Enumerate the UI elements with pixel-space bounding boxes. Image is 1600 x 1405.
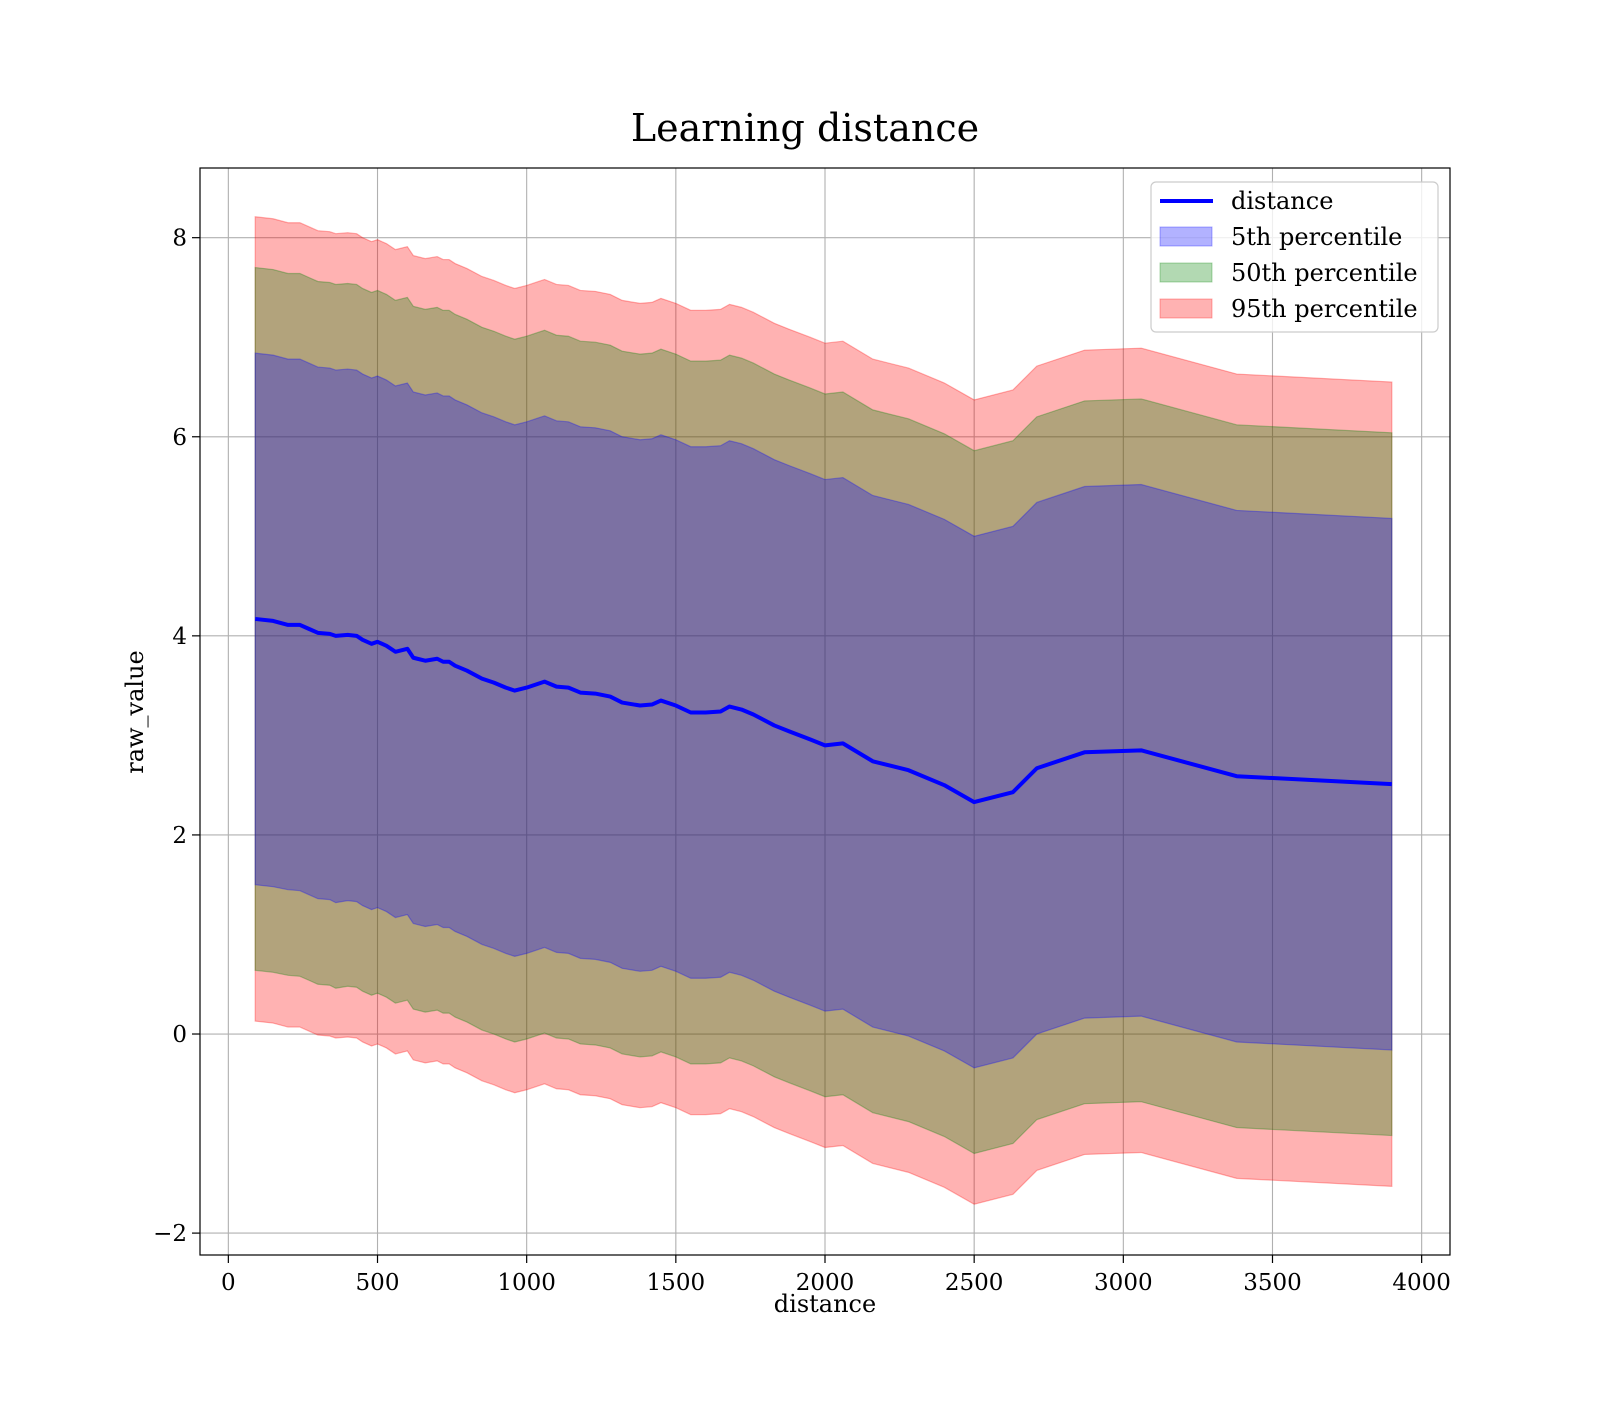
x-tick-label: 2500 [945, 1270, 1004, 1296]
legend-label-95th-percentile: 95th percentile [1231, 295, 1418, 323]
y-tick-label: 0 [172, 1022, 187, 1048]
x-tick-label: 1000 [497, 1270, 556, 1296]
y-tick-label: −2 [153, 1221, 187, 1247]
legend-label-5th-percentile: 5th percentile [1231, 223, 1402, 251]
y-tick-label: 2 [172, 823, 187, 849]
x-tick-label: 4000 [1392, 1270, 1451, 1296]
x-axis-label: distance [774, 1290, 876, 1318]
distance-series [254, 616, 1392, 805]
legend: distance 5th percentile 50th percentile … [1150, 181, 1439, 333]
y-tick-label: 6 [172, 425, 187, 451]
x-tick-label: 1500 [647, 1270, 706, 1296]
band-95th-percentile [254, 216, 1393, 1205]
x-axis-ticks: 0 500 1000 1500 2000 2500 3000 3500 4000 [221, 1255, 1451, 1296]
distance-line [254, 616, 1392, 805]
percentile-bands [254, 216, 1393, 1205]
legend-swatch-95th-percentile [1159, 298, 1213, 319]
y-tick-label: 8 [172, 226, 187, 252]
legend-swatch-5th-percentile [1159, 226, 1213, 247]
chart-title: Learning distance [631, 106, 979, 150]
x-tick-label: 3500 [1243, 1270, 1302, 1296]
x-tick-label: 0 [221, 1270, 236, 1296]
x-tick-label: 2000 [796, 1270, 855, 1296]
legend-box [1150, 181, 1439, 333]
plot-area: 0 500 1000 1500 2000 2500 3000 3500 4000 −2 0 2 4 6 8 [153, 167, 1451, 1296]
band-5th-percentile [254, 352, 1393, 1069]
x-tick-label: 500 [356, 1270, 400, 1296]
y-axis-ticks: −2 0 2 4 6 8 [153, 226, 200, 1247]
band-50th-percentile [254, 266, 1393, 1155]
y-tick-label: 4 [172, 624, 187, 650]
y-axis-label: raw_value [121, 650, 149, 774]
x-tick-label: 3000 [1094, 1270, 1153, 1296]
legend-swatch-50th-percentile [1159, 262, 1213, 283]
legend-label-50th-percentile: 50th percentile [1231, 259, 1418, 287]
grid-lines [200, 168, 1450, 1255]
legend-label-distance: distance [1231, 187, 1333, 215]
